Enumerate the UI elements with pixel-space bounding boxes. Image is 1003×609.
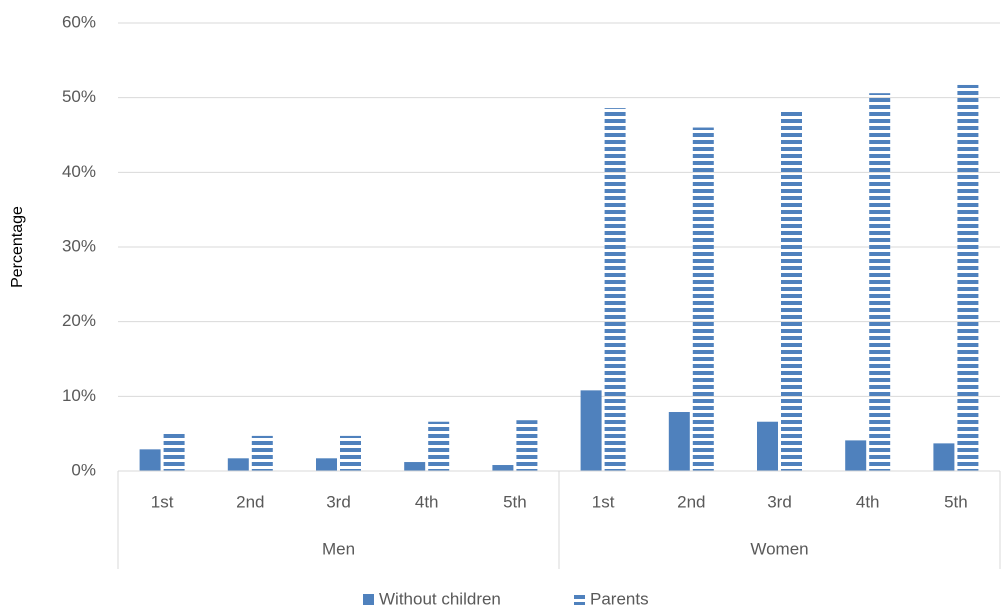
bar <box>227 458 249 471</box>
x-tick-label: 3rd <box>326 492 351 511</box>
y-tick-label: 50% <box>62 87 96 106</box>
y-tick-label: 20% <box>62 311 96 330</box>
bar <box>869 93 891 471</box>
y-tick-label: 60% <box>62 12 96 31</box>
bar <box>580 390 602 471</box>
legend-label: Without children <box>379 589 501 608</box>
x-tick-label: 5th <box>503 492 527 511</box>
bar <box>957 84 979 472</box>
bar <box>404 462 426 471</box>
bar <box>139 449 161 471</box>
x-tick-label: 2nd <box>677 492 705 511</box>
x-tick-label: 5th <box>944 492 968 511</box>
y-tick-label: 10% <box>62 386 96 405</box>
group-label: Men <box>322 539 355 558</box>
group-label: Women <box>750 539 808 558</box>
bar <box>492 465 514 471</box>
x-tick-label: 4th <box>415 492 439 511</box>
bar <box>757 421 778 471</box>
y-tick-label: 40% <box>62 162 96 181</box>
y-axis-label: Percentage <box>9 206 26 288</box>
bar <box>251 435 273 471</box>
bar <box>163 432 185 471</box>
bar <box>428 421 450 471</box>
bar <box>781 110 802 472</box>
bar <box>340 435 361 471</box>
bar <box>845 440 867 471</box>
y-tick-label: 30% <box>62 236 96 255</box>
x-tick-label: 3rd <box>767 492 792 511</box>
legend-swatch <box>363 594 374 605</box>
bar <box>668 412 690 471</box>
legend-label: Parents <box>590 589 649 608</box>
x-tick-label: 2nd <box>236 492 264 511</box>
x-tick-label: 1st <box>592 492 615 511</box>
bar <box>316 458 337 471</box>
y-tick-label: 0% <box>71 460 96 479</box>
bar <box>933 443 955 471</box>
bar <box>692 127 714 472</box>
x-tick-label: 1st <box>151 492 174 511</box>
x-tick-label: 4th <box>856 492 880 511</box>
bar <box>516 420 538 471</box>
legend-swatch <box>574 594 585 605</box>
bar <box>604 108 626 472</box>
